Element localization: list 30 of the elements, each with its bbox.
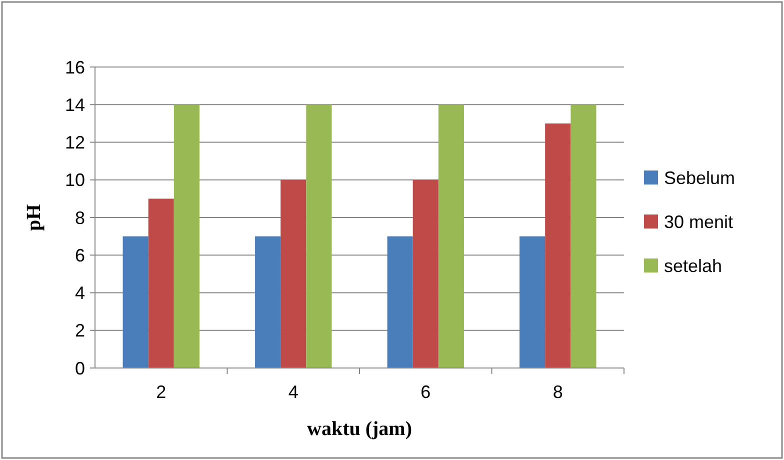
bar (412, 180, 438, 368)
x-tick-label: 8 (552, 382, 563, 402)
bar (280, 180, 306, 368)
x-tick-label: 2 (156, 382, 166, 402)
bar (148, 198, 174, 368)
bar (438, 104, 464, 368)
y-tick-label: 6 (74, 245, 85, 266)
y-tick-label: 4 (74, 283, 85, 304)
y-tick-label: 14 (64, 94, 85, 115)
y-tick-label: 10 (64, 170, 85, 190)
bar (545, 123, 571, 368)
legend-label: 30 menit (664, 212, 734, 232)
y-axis-title: pH (23, 204, 45, 231)
bar (122, 236, 148, 368)
y-tick-label: 0 (74, 358, 85, 378)
y-tick-label: 2 (74, 320, 85, 341)
bar (306, 104, 332, 368)
bar (570, 104, 596, 368)
y-tick-label: 16 (64, 57, 85, 78)
y-tick-label: 12 (64, 132, 85, 153)
y-tick-label: 8 (74, 208, 85, 228)
bar (387, 236, 413, 368)
legend-label: Sebelum (664, 168, 736, 188)
bar (255, 236, 281, 368)
legend-label: setelah (664, 256, 722, 276)
x-axis-title: waktu (jam) (307, 418, 412, 440)
x-tick-label: 6 (420, 382, 431, 402)
bar (520, 236, 546, 368)
x-tick-label: 4 (288, 382, 298, 402)
bar (174, 104, 200, 368)
